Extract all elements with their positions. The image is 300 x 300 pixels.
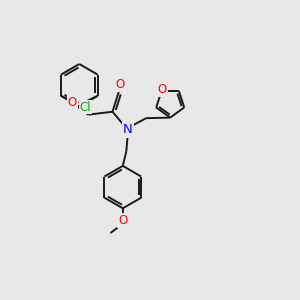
Text: Cl: Cl xyxy=(80,100,91,113)
Text: O: O xyxy=(68,96,77,109)
Text: O: O xyxy=(115,78,124,91)
Text: O: O xyxy=(158,83,167,96)
Text: N: N xyxy=(123,124,133,136)
Text: O: O xyxy=(118,214,128,227)
